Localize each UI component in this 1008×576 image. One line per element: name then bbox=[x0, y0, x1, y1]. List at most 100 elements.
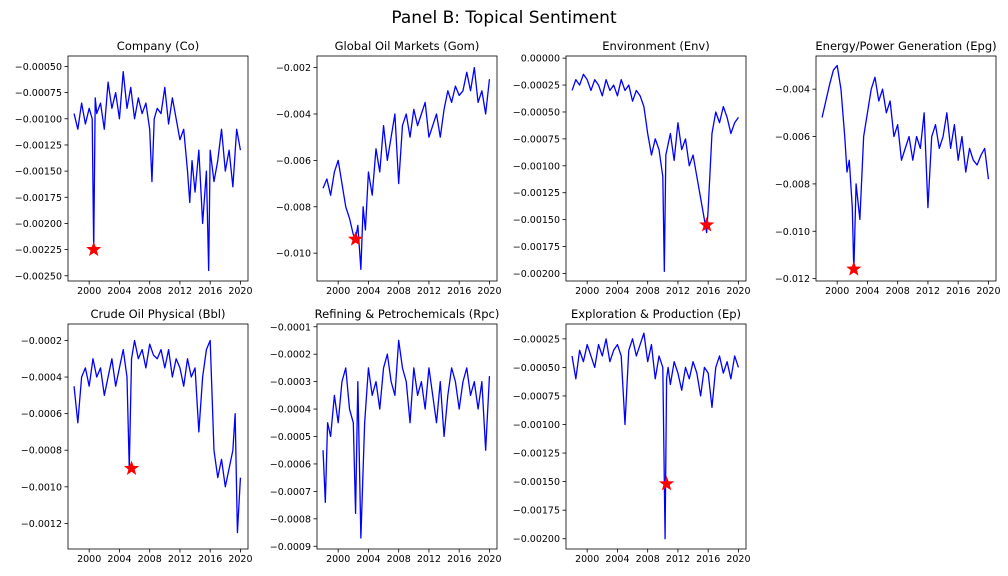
y-tick-label: −0.00150 bbox=[513, 215, 560, 226]
y-tick-label: −0.00175 bbox=[513, 506, 560, 517]
series-line bbox=[322, 66, 491, 271]
panel-title: Company (Co) bbox=[117, 39, 199, 53]
y-tick-label: −0.00100 bbox=[513, 161, 560, 172]
x-tick-label: 2020 bbox=[477, 554, 501, 565]
y-tick-label: −0.0006 bbox=[270, 459, 311, 470]
x-tick-label: 2012 bbox=[666, 554, 690, 565]
x-tick-label: 2016 bbox=[696, 554, 720, 565]
y-tick-label: −0.00150 bbox=[15, 167, 62, 178]
y-tick-label: −0.0009 bbox=[270, 542, 311, 553]
x-tick-label: 2000 bbox=[326, 554, 350, 565]
x-tick-label: 2004 bbox=[356, 554, 380, 565]
series-line bbox=[821, 64, 990, 273]
x-tick-label: 2020 bbox=[976, 286, 1000, 297]
x-tick-label: 2016 bbox=[198, 286, 222, 297]
y-tick-label: −0.00075 bbox=[513, 391, 560, 402]
x-tick-label: 2020 bbox=[228, 286, 252, 297]
x-tick-label: 2008 bbox=[387, 554, 411, 565]
y-tick-label: −0.00250 bbox=[15, 271, 62, 282]
x-tick-label: 2012 bbox=[417, 554, 441, 565]
x-tick-label: 2016 bbox=[696, 286, 720, 297]
x-tick-label: 2012 bbox=[168, 554, 192, 565]
y-tick-label: −0.00025 bbox=[513, 81, 560, 92]
y-tick-label: 0.00000 bbox=[521, 54, 560, 65]
x-tick-label: 2000 bbox=[77, 286, 101, 297]
series-line bbox=[73, 71, 242, 272]
x-tick-label: 2000 bbox=[77, 554, 101, 565]
y-tick-label: −0.00150 bbox=[513, 477, 560, 488]
y-tick-label: −0.00175 bbox=[513, 242, 560, 253]
y-tick-label: −0.00225 bbox=[15, 245, 62, 256]
x-tick-label: 2012 bbox=[916, 286, 940, 297]
y-tick-label: −0.00050 bbox=[513, 107, 560, 118]
x-tick-label: 2012 bbox=[666, 286, 690, 297]
panel-title: Global Oil Markets (Gom) bbox=[335, 39, 480, 53]
y-tick-label: −0.0002 bbox=[21, 336, 62, 347]
y-tick-label: −0.010 bbox=[775, 227, 810, 238]
series-line bbox=[73, 339, 242, 534]
x-tick-label: 2020 bbox=[726, 554, 750, 565]
x-tick-label: 2016 bbox=[447, 286, 471, 297]
y-tick-label: −0.00125 bbox=[15, 140, 62, 151]
axes-frame bbox=[565, 55, 747, 282]
x-tick-label: 2008 bbox=[387, 286, 411, 297]
x-tick-label: 2000 bbox=[326, 286, 350, 297]
y-tick-label: −0.0008 bbox=[21, 446, 62, 457]
y-tick-label: −0.006 bbox=[775, 132, 810, 143]
y-tick-label: −0.012 bbox=[775, 274, 810, 285]
y-tick-label: −0.00175 bbox=[15, 193, 62, 204]
y-tick-label: −0.0007 bbox=[270, 487, 311, 498]
y-tick-label: −0.008 bbox=[775, 179, 810, 190]
x-tick-label: 2008 bbox=[138, 554, 162, 565]
x-tick-label: 2008 bbox=[886, 286, 910, 297]
y-tick-label: −0.00125 bbox=[513, 188, 560, 199]
extreme-marker bbox=[699, 217, 715, 232]
series-line bbox=[571, 73, 739, 272]
axes-frame bbox=[316, 323, 498, 550]
y-tick-label: −0.0002 bbox=[270, 350, 311, 361]
panel-title: Energy/Power Generation (Epg) bbox=[815, 39, 996, 53]
y-tick-label: −0.00050 bbox=[15, 62, 62, 73]
y-tick-label: −0.00075 bbox=[15, 88, 62, 99]
extreme-marker bbox=[86, 241, 102, 257]
y-tick-label: −0.008 bbox=[276, 202, 311, 213]
panel-title: Refining & Petrochemicals (Rpc) bbox=[315, 307, 500, 321]
y-tick-label: −0.00100 bbox=[15, 114, 62, 125]
y-tick-label: −0.00200 bbox=[15, 219, 62, 230]
extreme-marker bbox=[123, 460, 140, 475]
x-tick-label: 2004 bbox=[855, 286, 879, 297]
axes-frame bbox=[565, 323, 747, 550]
panel-company: Company (Co) 2000 2004 2008 2012 2016 2020 −0.0… bbox=[15, 39, 253, 297]
y-tick-label: −0.0003 bbox=[270, 377, 311, 388]
y-tick-label: −0.004 bbox=[775, 85, 810, 96]
y-tick-label: −0.0008 bbox=[270, 514, 311, 525]
x-tick-label: 2000 bbox=[575, 554, 599, 565]
extreme-marker bbox=[347, 231, 364, 246]
x-tick-label: 2000 bbox=[575, 286, 599, 297]
x-tick-label: 2004 bbox=[356, 286, 380, 297]
x-tick-label: 2020 bbox=[228, 554, 252, 565]
panel-title: Exploration & Production (Ep) bbox=[571, 307, 741, 321]
panel-refining-petrochemicals: Refining & Petrochemicals (Rpc) 2000 2004 2… bbox=[270, 307, 502, 565]
x-tick-label: 2016 bbox=[946, 286, 970, 297]
x-tick-label: 2000 bbox=[825, 286, 849, 297]
series-line bbox=[571, 332, 740, 540]
x-tick-label: 2016 bbox=[447, 554, 471, 565]
x-tick-label: 2008 bbox=[636, 286, 660, 297]
panel-environment: Environment (Env) 2000 2004 2008 2012 2016 202… bbox=[513, 39, 751, 297]
figure-title: Panel B: Topical Sentiment bbox=[391, 8, 617, 28]
y-tick-label: −0.0010 bbox=[21, 482, 62, 493]
axes-frame bbox=[67, 323, 249, 550]
panel-title: Environment (Env) bbox=[602, 39, 709, 53]
x-tick-label: 2020 bbox=[477, 286, 501, 297]
axes-frame bbox=[67, 55, 249, 282]
series-line bbox=[322, 339, 491, 539]
y-tick-label: −0.00125 bbox=[513, 449, 560, 460]
panel-energy-power-generation: Energy/Power Generation (Epg) 2000 2004 200… bbox=[775, 39, 1001, 297]
y-tick-label: −0.006 bbox=[276, 156, 311, 167]
panel-global-oil-markets: Global Oil Markets (Gom) 2000 2004 2008 2012… bbox=[276, 39, 502, 297]
y-tick-label: −0.0001 bbox=[270, 322, 311, 333]
y-tick-label: −0.0004 bbox=[270, 405, 311, 416]
x-tick-label: 2012 bbox=[168, 286, 192, 297]
